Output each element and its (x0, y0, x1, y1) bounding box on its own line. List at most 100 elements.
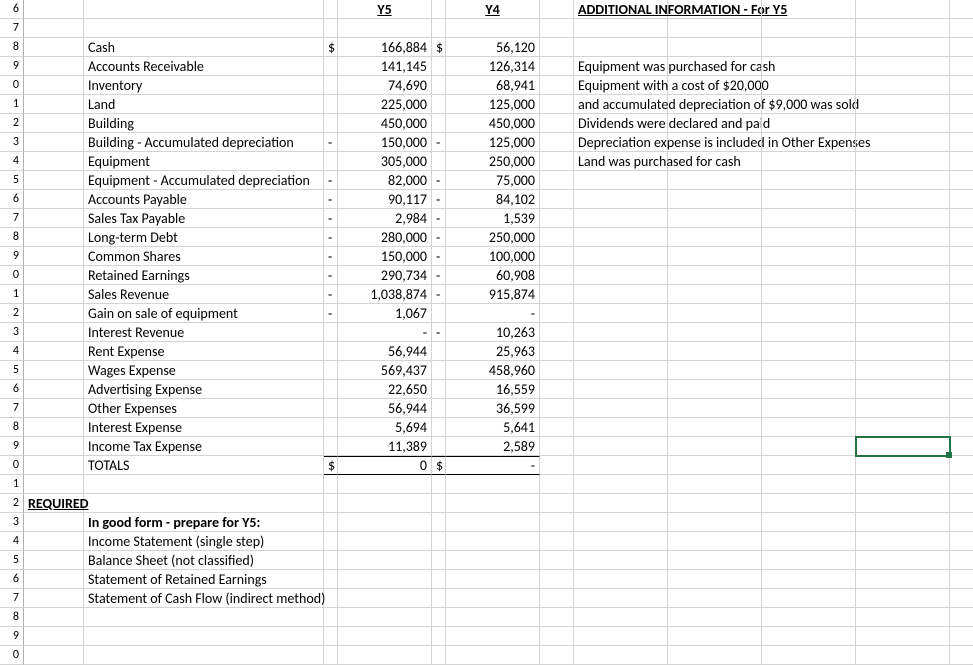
cell[interactable] (574, 342, 668, 361)
cell[interactable] (668, 285, 762, 304)
row-header[interactable]: 1 (0, 285, 24, 304)
required-item[interactable]: Statement of Cash Flow (indirect method) (84, 589, 324, 608)
cell[interactable] (856, 57, 950, 76)
cell[interactable] (24, 38, 84, 57)
cell[interactable] (24, 95, 84, 114)
cell[interactable] (432, 380, 446, 399)
cell[interactable] (668, 57, 762, 76)
cell[interactable] (446, 513, 540, 532)
row-header[interactable]: 3 (0, 513, 24, 532)
cell[interactable] (540, 95, 574, 114)
cell[interactable] (856, 228, 950, 247)
cell[interactable] (856, 19, 950, 38)
additional-info-text[interactable]: Dividends were declared and paid (574, 114, 668, 133)
cell[interactable] (324, 114, 338, 133)
cell[interactable] (574, 475, 668, 494)
totals-label[interactable]: TOTALS (84, 456, 324, 475)
cell[interactable] (762, 627, 856, 646)
cell[interactable] (762, 342, 856, 361)
cell[interactable] (950, 228, 973, 247)
cell[interactable] (950, 76, 973, 95)
cell[interactable] (856, 551, 950, 570)
cell[interactable] (324, 342, 338, 361)
y4-sign[interactable]: - (432, 190, 446, 209)
account-label[interactable]: Interest Expense (84, 418, 324, 437)
cell[interactable] (540, 114, 574, 133)
row-header[interactable]: 0 (0, 646, 24, 665)
cell[interactable] (540, 247, 574, 266)
cell[interactable] (574, 190, 668, 209)
row-header[interactable]: 4 (0, 532, 24, 551)
y4-value[interactable]: 100,000 (446, 247, 540, 266)
cell[interactable] (338, 475, 432, 494)
account-label[interactable]: Accounts Payable (84, 190, 324, 209)
y5-value[interactable]: 22,650 (338, 380, 432, 399)
cell[interactable] (84, 475, 324, 494)
cell[interactable] (574, 209, 668, 228)
cell[interactable] (324, 19, 338, 38)
account-label[interactable]: Wages Expense (84, 361, 324, 380)
cell[interactable] (446, 589, 540, 608)
y5-value[interactable]: 141,145 (338, 57, 432, 76)
y5-sign[interactable]: - (324, 228, 338, 247)
cell[interactable] (762, 456, 856, 475)
y5-value[interactable]: 150,000 (338, 247, 432, 266)
row-header[interactable]: 6 (0, 380, 24, 399)
y5-value[interactable]: 82,000 (338, 171, 432, 190)
cell[interactable] (338, 19, 432, 38)
y4-sign[interactable]: - (432, 247, 446, 266)
account-label[interactable]: Land (84, 95, 324, 114)
cell[interactable] (324, 532, 338, 551)
cell[interactable] (24, 646, 84, 665)
account-label[interactable]: Inventory (84, 76, 324, 95)
cell[interactable] (950, 95, 973, 114)
cell[interactable] (762, 19, 856, 38)
cell[interactable] (668, 133, 762, 152)
cell[interactable] (324, 418, 338, 437)
cell[interactable] (540, 437, 574, 456)
cell[interactable] (446, 608, 540, 627)
cell[interactable] (668, 589, 762, 608)
cell[interactable] (762, 95, 856, 114)
cell[interactable] (762, 494, 856, 513)
cell[interactable] (446, 19, 540, 38)
totals-y5-sym[interactable]: $ (324, 456, 338, 475)
account-label[interactable]: Common Shares (84, 247, 324, 266)
cell[interactable] (432, 399, 446, 418)
row-header[interactable]: 8 (0, 608, 24, 627)
cell[interactable] (762, 304, 856, 323)
y4-value[interactable]: 75,000 (446, 171, 540, 190)
cell[interactable] (762, 380, 856, 399)
cell[interactable] (950, 38, 973, 57)
cell[interactable] (24, 152, 84, 171)
cell[interactable] (856, 76, 950, 95)
cell[interactable] (540, 19, 574, 38)
y5-value[interactable]: 11,389 (338, 437, 432, 456)
cell[interactable] (338, 532, 432, 551)
y5-sign[interactable]: - (324, 209, 338, 228)
cell[interactable] (950, 0, 973, 19)
row-header[interactable]: 2 (0, 304, 24, 323)
cell[interactable] (950, 114, 973, 133)
row-header[interactable]: 4 (0, 152, 24, 171)
cell[interactable] (24, 532, 84, 551)
cell[interactable] (668, 532, 762, 551)
cell[interactable] (856, 0, 950, 19)
y5-value[interactable]: 5,694 (338, 418, 432, 437)
cell[interactable] (338, 589, 432, 608)
row-header[interactable]: 8 (0, 228, 24, 247)
row-header[interactable]: 5 (0, 551, 24, 570)
cell[interactable] (856, 532, 950, 551)
cell[interactable] (540, 190, 574, 209)
cell[interactable] (24, 266, 84, 285)
cell[interactable] (432, 513, 446, 532)
cell[interactable] (540, 361, 574, 380)
col-header-y5[interactable]: Y5 (338, 0, 432, 19)
cell[interactable] (24, 114, 84, 133)
y5-value[interactable]: 166,884 (338, 38, 432, 57)
cell[interactable] (432, 494, 446, 513)
cell[interactable] (540, 494, 574, 513)
cell[interactable] (762, 323, 856, 342)
row-header[interactable]: 8 (0, 418, 24, 437)
y5-value[interactable]: 2,984 (338, 209, 432, 228)
